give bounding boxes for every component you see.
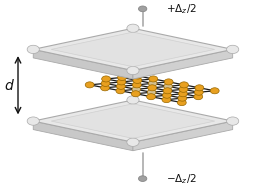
- Circle shape: [164, 79, 173, 85]
- Polygon shape: [33, 49, 133, 79]
- Circle shape: [138, 6, 147, 12]
- Polygon shape: [33, 100, 233, 142]
- Circle shape: [148, 85, 157, 91]
- Circle shape: [195, 85, 204, 91]
- Circle shape: [227, 117, 239, 125]
- Circle shape: [194, 89, 203, 95]
- Circle shape: [177, 100, 186, 106]
- Circle shape: [102, 76, 111, 82]
- Text: $d$: $d$: [4, 78, 15, 93]
- Circle shape: [194, 94, 203, 100]
- Circle shape: [210, 88, 219, 94]
- Circle shape: [147, 89, 156, 95]
- Circle shape: [178, 91, 187, 97]
- Circle shape: [149, 76, 158, 82]
- Circle shape: [132, 86, 140, 92]
- Circle shape: [164, 83, 172, 89]
- Circle shape: [162, 97, 171, 103]
- Polygon shape: [51, 32, 215, 67]
- Circle shape: [27, 45, 39, 53]
- Circle shape: [147, 94, 155, 100]
- Text: $-\Delta_z/2$: $-\Delta_z/2$: [166, 172, 197, 186]
- Circle shape: [133, 77, 142, 83]
- Circle shape: [127, 24, 139, 33]
- Circle shape: [127, 66, 139, 75]
- Circle shape: [227, 45, 239, 53]
- Circle shape: [134, 73, 142, 79]
- Circle shape: [101, 85, 109, 91]
- Circle shape: [118, 70, 127, 76]
- Polygon shape: [133, 121, 233, 151]
- Circle shape: [148, 81, 157, 86]
- Circle shape: [138, 176, 147, 181]
- Circle shape: [117, 79, 126, 85]
- Circle shape: [127, 96, 139, 104]
- Circle shape: [179, 82, 188, 88]
- Circle shape: [131, 91, 140, 97]
- Polygon shape: [33, 28, 233, 70]
- Circle shape: [179, 86, 188, 92]
- Circle shape: [178, 95, 187, 101]
- Circle shape: [85, 82, 94, 88]
- Circle shape: [127, 138, 139, 146]
- Circle shape: [116, 88, 125, 94]
- Circle shape: [163, 92, 171, 98]
- Circle shape: [117, 74, 126, 81]
- Polygon shape: [133, 49, 233, 79]
- Circle shape: [117, 83, 125, 89]
- Circle shape: [101, 80, 110, 86]
- Circle shape: [163, 88, 172, 94]
- Circle shape: [27, 117, 39, 125]
- Circle shape: [132, 82, 141, 88]
- Polygon shape: [33, 121, 133, 151]
- Text: $+\Delta_z/2$: $+\Delta_z/2$: [166, 2, 197, 16]
- Polygon shape: [51, 104, 215, 138]
